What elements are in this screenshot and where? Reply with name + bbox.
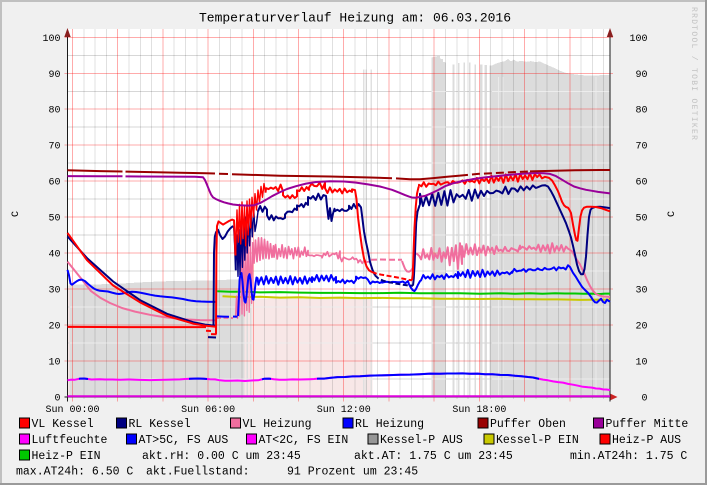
svg-text:60: 60 (48, 178, 60, 189)
svg-text:Luftfeuchte: Luftfeuchte (32, 434, 108, 447)
svg-text:100: 100 (42, 34, 60, 45)
svg-text:40: 40 (635, 250, 647, 261)
svg-text:20: 20 (48, 321, 60, 332)
svg-text:Heiz-P EIN: Heiz-P EIN (32, 450, 101, 463)
svg-text:Sun 00:00: Sun 00:00 (45, 405, 99, 416)
svg-text:50: 50 (48, 214, 60, 225)
svg-text:Heiz-P AUS: Heiz-P AUS (612, 434, 681, 447)
svg-text:91 Prozent um 23:45: 91 Prozent um 23:45 (287, 466, 418, 479)
svg-text:30: 30 (635, 286, 647, 297)
svg-text:Sun 12:00: Sun 12:00 (317, 405, 371, 416)
svg-text:10: 10 (635, 357, 647, 368)
svg-text:30: 30 (48, 286, 60, 297)
svg-text:Puffer Mitte: Puffer Mitte (606, 418, 689, 431)
svg-text:Temperaturverlauf Heizung am:: Temperaturverlauf Heizung am: 06.03.2016 (199, 11, 511, 26)
svg-text:60: 60 (635, 178, 647, 189)
svg-text:VL Kessel: VL Kessel (32, 418, 94, 431)
svg-text:80: 80 (635, 106, 647, 117)
svg-text:50: 50 (635, 214, 647, 225)
svg-text:0: 0 (54, 393, 60, 404)
svg-text:90: 90 (635, 70, 647, 81)
svg-text:VL Heizung: VL Heizung (243, 418, 312, 431)
svg-text:10: 10 (48, 357, 60, 368)
svg-text:akt.Fuellstand:: akt.Fuellstand: (146, 466, 250, 479)
svg-text:0: 0 (641, 393, 647, 404)
svg-text:Puffer Oben: Puffer Oben (490, 418, 566, 431)
svg-text:RL Heizung: RL Heizung (355, 418, 424, 431)
svg-text:20: 20 (635, 321, 647, 332)
svg-text:max.AT24h: 6.50 C: max.AT24h: 6.50 C (16, 466, 133, 479)
svg-text:RL Kessel: RL Kessel (129, 418, 191, 431)
svg-text:AT>5C, FS AUS: AT>5C, FS AUS (139, 434, 229, 447)
svg-text:min.AT24h: 1.75 C: min.AT24h: 1.75 C (570, 450, 687, 463)
svg-text:AT<2C, FS EIN: AT<2C, FS EIN (259, 434, 349, 447)
svg-text:70: 70 (635, 142, 647, 153)
svg-text:40: 40 (48, 250, 60, 261)
svg-text:Kessel-P EIN: Kessel-P EIN (496, 434, 579, 447)
svg-text:akt.AT: 1.75 C um 23:45: akt.AT: 1.75 C um 23:45 (354, 450, 513, 463)
svg-text:C: C (667, 211, 678, 217)
svg-text:100: 100 (629, 34, 647, 45)
svg-text:80: 80 (48, 106, 60, 117)
svg-text:Sun 06:00: Sun 06:00 (181, 405, 235, 416)
svg-text:90: 90 (48, 70, 60, 81)
svg-text:C: C (11, 211, 22, 217)
svg-text:akt.rH: 0.00 C um 23:45: akt.rH: 0.00 C um 23:45 (142, 450, 301, 463)
svg-text:RRDTOOL / TOBI OETIKER: RRDTOOL / TOBI OETIKER (689, 7, 698, 141)
svg-text:Sun 18:00: Sun 18:00 (452, 405, 506, 416)
svg-text:Kessel-P AUS: Kessel-P AUS (380, 434, 463, 447)
svg-text:70: 70 (48, 142, 60, 153)
